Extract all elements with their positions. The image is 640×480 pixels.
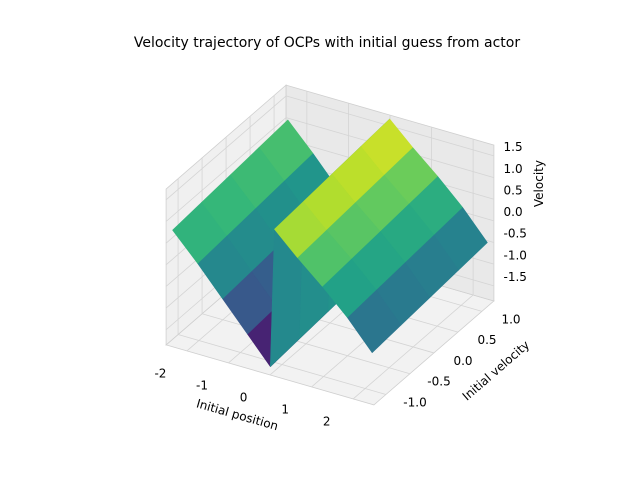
grid-line xyxy=(177,334,387,395)
x-tick-label: -2 xyxy=(154,366,166,380)
x-tick-label: 2 xyxy=(323,414,331,428)
x-tick-label: 1 xyxy=(281,402,289,416)
grid-line xyxy=(165,117,287,222)
z-tick-label: 0.5 xyxy=(504,183,523,197)
z-tick-label: 1.5 xyxy=(504,140,523,154)
grid-line xyxy=(165,95,287,201)
z-tick-label: -0.5 xyxy=(504,227,527,241)
z-tick-label: -1.5 xyxy=(504,270,527,284)
y-tick-label: -0.5 xyxy=(427,375,450,389)
z-tick-label: -1.0 xyxy=(504,248,527,262)
z-axis-label: Velocity xyxy=(532,160,546,207)
surface-patch xyxy=(274,201,327,258)
y-tick-label: 0.5 xyxy=(477,333,496,347)
surface-patch xyxy=(172,202,227,264)
y-tick-label: -1.0 xyxy=(403,395,426,409)
z-tick-label: 1.0 xyxy=(504,162,523,176)
grid-line xyxy=(201,313,411,375)
x-tick-label: -1 xyxy=(196,378,208,392)
z-tick-label: 0.0 xyxy=(504,205,523,219)
y-tick-label: 1.0 xyxy=(501,312,520,326)
x-tick-label: 0 xyxy=(240,390,248,404)
y-tick-label: 0.0 xyxy=(453,354,472,368)
chart-title: Velocity trajectory of OCPs with initial… xyxy=(134,35,520,51)
